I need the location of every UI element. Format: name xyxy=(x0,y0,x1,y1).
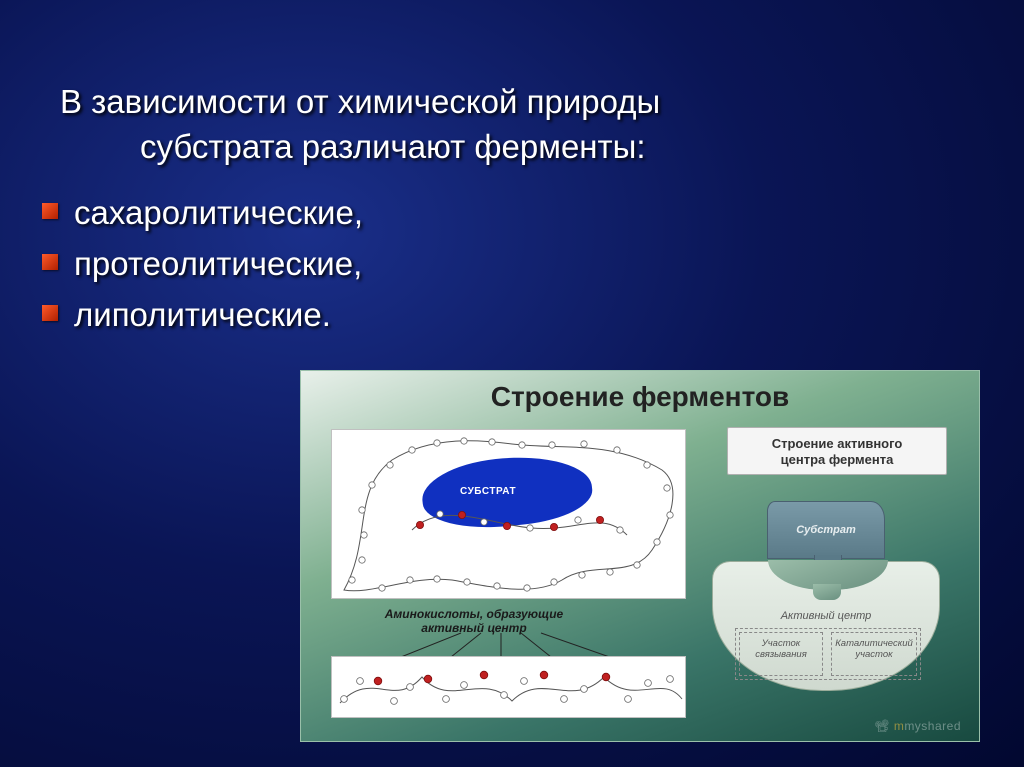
watermark: 📽 mmyshared xyxy=(874,719,961,733)
binding-site-l1: Участок xyxy=(762,638,801,649)
enzyme-body: Активный центр Участок связывания Катали… xyxy=(712,561,940,691)
list-item: протеолитические, xyxy=(40,238,984,289)
active-center-label: Активный центр xyxy=(713,610,939,622)
active-center-caption: Строение активного центра фермента xyxy=(727,427,947,475)
heading-line2: субстрата различают ферменты: xyxy=(90,128,646,165)
binding-site-box: Участок связывания xyxy=(739,632,823,676)
right-box-l2: центра фермента xyxy=(781,452,894,467)
catalytic-site-l2: участок xyxy=(855,649,892,660)
catalytic-site-l1: Каталитический xyxy=(835,638,913,649)
chain-closeup-icon xyxy=(332,657,687,719)
slide-content: В зависимости от химической природы субс… xyxy=(0,0,1024,341)
catalytic-site-box: Каталитический участок xyxy=(831,632,917,676)
enzyme-schematic: Субстрат Активный центр Участок связыван… xyxy=(707,491,947,701)
heading: В зависимости от химической природы субс… xyxy=(60,80,984,169)
binding-site-l2: связывания xyxy=(755,649,807,660)
enzyme-key-notch xyxy=(813,584,841,600)
enzyme-type-list: сахаролитические, протеолитические, липо… xyxy=(40,187,984,340)
substrate-block: Субстрат xyxy=(767,501,885,559)
chain-icon xyxy=(332,430,687,600)
list-item: сахаролитические, xyxy=(40,187,984,238)
protein-chain-panel: СУБСТРАТ xyxy=(331,429,686,599)
diagram-title: Строение ферментов xyxy=(301,381,979,413)
substrate-block-label: Субстрат xyxy=(768,524,884,536)
enzyme-diagram: Строение ферментов СУБСТРАТ xyxy=(300,370,980,742)
list-item: липолитические. xyxy=(40,289,984,340)
chain-closeup-panel xyxy=(331,656,686,718)
watermark-text: myshared xyxy=(904,719,961,733)
amino-caption-l1: Аминокислоты, образующие xyxy=(385,607,563,621)
right-box-l1: Строение активного xyxy=(772,436,903,451)
heading-line1: В зависимости от химической природы xyxy=(60,83,660,120)
